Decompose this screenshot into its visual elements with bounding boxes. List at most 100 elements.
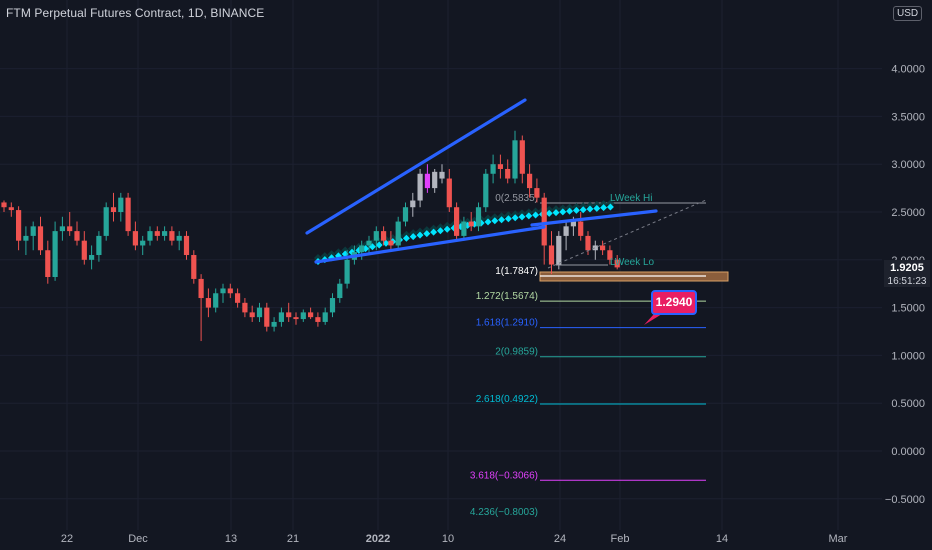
candle-body bbox=[563, 226, 569, 236]
fib-label: 3.618(−0.3066) bbox=[470, 470, 538, 481]
candle-body bbox=[103, 207, 109, 236]
candle-body bbox=[118, 197, 124, 212]
candle-body bbox=[308, 312, 314, 318]
ribbon-marker bbox=[504, 215, 512, 223]
candle-body bbox=[96, 235, 102, 256]
ribbon-marker bbox=[423, 230, 431, 238]
trendlines[interactable] bbox=[305, 98, 707, 269]
candle-body bbox=[512, 140, 518, 179]
fib-label: 2(0.9859) bbox=[495, 347, 538, 358]
candle-body bbox=[534, 188, 540, 198]
wedge-lower-line bbox=[314, 225, 546, 264]
candle-body bbox=[147, 231, 153, 241]
last-price-value: 1.9205 bbox=[890, 262, 924, 274]
candle-body bbox=[67, 226, 73, 232]
candle-body bbox=[30, 226, 36, 236]
wedge-upper-line bbox=[305, 98, 527, 235]
candle-body bbox=[176, 235, 182, 241]
candle-body bbox=[344, 259, 350, 284]
ribbon-marker bbox=[443, 225, 451, 233]
time-axis-label: Mar bbox=[829, 533, 848, 545]
candle-body bbox=[483, 173, 489, 208]
candle-body bbox=[213, 293, 219, 308]
candle-body bbox=[548, 245, 555, 265]
candle-body bbox=[59, 226, 65, 232]
price-axis[interactable]: 4.00003.50003.00002.50002.00001.50001.00… bbox=[884, 64, 930, 506]
chart-title: FTM Perpetual Futures Contract, 1D, BINA… bbox=[6, 6, 265, 20]
candle-body bbox=[264, 307, 270, 327]
candle-body bbox=[417, 173, 423, 201]
candle-body bbox=[191, 255, 197, 279]
candle-body bbox=[286, 312, 292, 318]
candle-body bbox=[315, 317, 321, 322]
candle-body bbox=[337, 283, 343, 299]
candle-body bbox=[278, 312, 284, 322]
candle-body bbox=[322, 312, 328, 322]
annotations[interactable]: LWeek Hi LWeek Lo 1.2940 bbox=[556, 193, 697, 325]
time-axis-label: 10 bbox=[442, 533, 454, 545]
candle-body bbox=[183, 235, 190, 256]
price-axis-label: 3.0000 bbox=[891, 159, 925, 171]
ribbon-marker bbox=[416, 231, 424, 239]
chart-grid bbox=[0, 0, 882, 530]
price-axis-label: −0.5000 bbox=[885, 494, 925, 506]
callout-box bbox=[651, 290, 697, 315]
candle-body bbox=[373, 231, 379, 241]
callout-value: 1.2940 bbox=[656, 295, 693, 309]
channel-line bbox=[530, 209, 658, 227]
ribbon-marker bbox=[525, 212, 533, 220]
candle-body bbox=[37, 226, 44, 251]
candle-body bbox=[220, 288, 226, 294]
ribbon-marker bbox=[552, 209, 560, 217]
time-axis-label: 2022 bbox=[366, 533, 390, 545]
candle-body bbox=[468, 221, 474, 227]
currency-button[interactable]: USD bbox=[893, 6, 923, 21]
candle-body bbox=[140, 240, 146, 246]
candle-body bbox=[125, 197, 131, 232]
price-axis-label: 3.5000 bbox=[891, 111, 925, 123]
ribbon-marker bbox=[498, 216, 506, 224]
dashed-trendline bbox=[547, 199, 707, 269]
candle-body bbox=[45, 250, 51, 278]
candle-body bbox=[359, 245, 365, 253]
countdown-value: 16:51:23 bbox=[888, 276, 927, 287]
candle-body bbox=[410, 200, 416, 208]
time-axis-label: 22 bbox=[61, 533, 73, 545]
time-axis[interactable]: 22 Dec 13 21 2022 10 24 Feb 14 Mar bbox=[61, 533, 848, 545]
candle-body bbox=[541, 197, 547, 246]
candle-body bbox=[74, 231, 80, 241]
candle-body bbox=[132, 231, 138, 246]
ribbon-marker bbox=[572, 206, 580, 214]
candle-body bbox=[461, 221, 467, 236]
candle-body bbox=[52, 231, 58, 278]
candle-body bbox=[227, 288, 233, 294]
candle-body bbox=[256, 307, 263, 318]
fib-label: 1.272(1.5674) bbox=[476, 291, 538, 302]
fib-extension[interactable]: 0(2.5835) 1(1.7847) 1.272(1.5674) 1.618(1.2… bbox=[470, 193, 729, 518]
ribbon-marker bbox=[436, 227, 444, 235]
ribbon-marker bbox=[532, 211, 540, 219]
candle-body bbox=[249, 312, 255, 318]
candle-body bbox=[329, 298, 336, 313]
ribbon-marker bbox=[600, 204, 608, 212]
ribbon-marker bbox=[566, 207, 574, 215]
candle-body bbox=[242, 302, 248, 313]
last-week-low-label: LWeek Lo bbox=[610, 257, 655, 268]
candle-body bbox=[1, 202, 7, 208]
candle-body bbox=[23, 235, 29, 241]
ribbon-marker bbox=[518, 213, 526, 221]
time-axis-label: 24 bbox=[554, 533, 566, 545]
candle-body bbox=[110, 207, 117, 212]
candle-body bbox=[527, 173, 533, 189]
candle-body bbox=[16, 210, 22, 241]
time-axis-label: Feb bbox=[611, 533, 630, 545]
price-axis-label: 1.0000 bbox=[891, 350, 925, 362]
candlestick-series[interactable] bbox=[1, 130, 620, 342]
candle-body bbox=[556, 235, 562, 265]
candle-body bbox=[592, 245, 598, 251]
candle-body bbox=[578, 221, 584, 236]
ribbon-marker bbox=[559, 208, 567, 216]
candle-body bbox=[454, 207, 460, 236]
candle-body bbox=[81, 240, 87, 260]
